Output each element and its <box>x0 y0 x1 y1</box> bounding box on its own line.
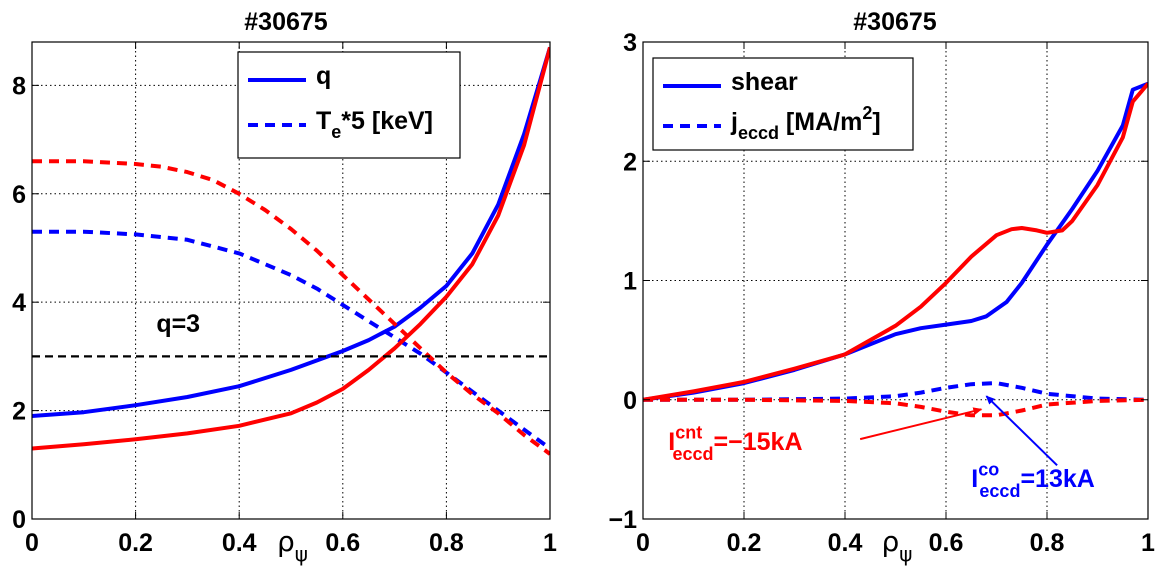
legend-box <box>652 57 914 151</box>
annotation-label: Ico eccd=13kA <box>971 460 1095 501</box>
series-line-2 <box>32 46 550 451</box>
series-line-3 <box>643 397 1148 418</box>
x-axis-label: ρψ <box>882 525 913 566</box>
x-tick-label: 0.8 <box>429 529 464 557</box>
x-tick-label: 0 <box>25 529 39 557</box>
annotation-label: q=3 <box>156 310 200 338</box>
y-tick-label: 0 <box>623 387 637 415</box>
left-panel: 0 0.2 0.4 0.6 0.8 1 0 2 4 6 8 #30675 ρψ q Te*5 [keV] q=… <box>12 8 557 566</box>
legend-box <box>237 51 461 159</box>
annotation-arrow <box>985 395 1058 467</box>
x-tick-label: 0.2 <box>118 529 153 557</box>
y-tick-label: 3 <box>623 29 637 57</box>
plot-frame <box>31 41 551 520</box>
y-tick-label: 6 <box>12 181 26 209</box>
x-tick-label: 1 <box>543 529 557 557</box>
x-tick-label: 0.2 <box>727 529 762 557</box>
x-tick-label: 0.6 <box>929 529 964 557</box>
y-tick-label: 2 <box>12 398 26 426</box>
legend-label: q <box>316 62 331 90</box>
chart-title: #30675 <box>244 8 328 36</box>
y-tick-label: 4 <box>12 289 26 317</box>
legend-label: shear <box>731 68 798 96</box>
legend-label: Te*5 [keV] <box>316 107 433 142</box>
annotation-arrow <box>859 407 983 441</box>
series-group <box>32 46 550 456</box>
x-tick-label: 0 <box>636 529 650 557</box>
series-group <box>643 81 1148 418</box>
x-axis-label: ρψ <box>277 525 308 566</box>
x-tick-label: 0.6 <box>325 529 360 557</box>
chart-title: #30675 <box>853 8 937 36</box>
x-tick-label: 0.4 <box>222 529 257 557</box>
series-line-1 <box>32 229 550 451</box>
y-tick-label: 0 <box>12 506 26 534</box>
y-tick-label: −1 <box>608 506 637 534</box>
x-tick-label: 1 <box>1141 529 1155 557</box>
x-tick-label: 0.8 <box>1030 529 1065 557</box>
series-line-1 <box>643 381 1148 402</box>
y-tick-label: 8 <box>12 72 26 100</box>
series-line-3 <box>32 159 550 456</box>
annotation-label: Icnt eccd=−15kA <box>668 423 802 464</box>
legend-label: jeccd [MA/m2] <box>730 103 881 143</box>
series-line-2 <box>643 82 1148 402</box>
y-tick-label: 2 <box>623 148 637 176</box>
x-tick-label: 0.4 <box>828 529 863 557</box>
y-tick-label: 1 <box>623 268 637 296</box>
grid <box>32 42 550 519</box>
legend: shear jeccd [MA/m2] <box>652 57 914 151</box>
series-line-0 <box>32 46 550 418</box>
legend: q Te*5 [keV] <box>237 51 461 159</box>
